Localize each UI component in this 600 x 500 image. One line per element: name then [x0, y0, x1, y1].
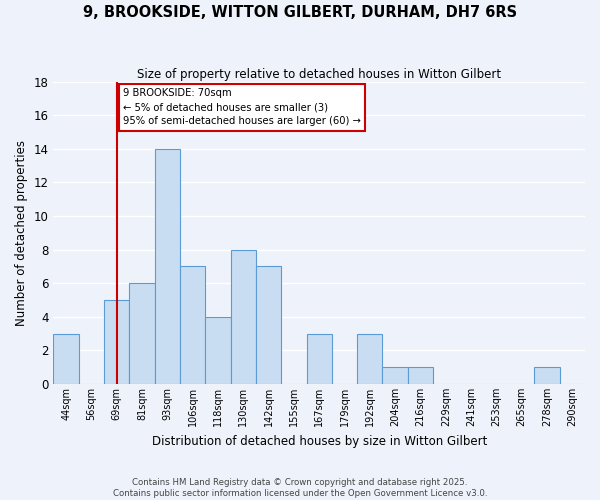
Bar: [205, 317, 230, 384]
Bar: [408, 367, 433, 384]
Text: 9, BROOKSIDE, WITTON GILBERT, DURHAM, DH7 6RS: 9, BROOKSIDE, WITTON GILBERT, DURHAM, DH…: [83, 5, 517, 20]
Bar: [357, 334, 382, 384]
Text: 9 BROOKSIDE: 70sqm
← 5% of detached houses are smaller (3)
95% of semi-detached : 9 BROOKSIDE: 70sqm ← 5% of detached hous…: [123, 88, 361, 126]
Bar: [230, 250, 256, 384]
Bar: [256, 266, 281, 384]
Title: Size of property relative to detached houses in Witton Gilbert: Size of property relative to detached ho…: [137, 68, 501, 80]
Bar: [53, 334, 79, 384]
Bar: [130, 283, 155, 384]
Y-axis label: Number of detached properties: Number of detached properties: [15, 140, 28, 326]
Bar: [382, 367, 408, 384]
Bar: [535, 367, 560, 384]
Text: Contains HM Land Registry data © Crown copyright and database right 2025.
Contai: Contains HM Land Registry data © Crown c…: [113, 478, 487, 498]
Bar: [104, 300, 130, 384]
Bar: [307, 334, 332, 384]
Bar: [155, 149, 180, 384]
X-axis label: Distribution of detached houses by size in Witton Gilbert: Distribution of detached houses by size …: [152, 434, 487, 448]
Bar: [180, 266, 205, 384]
